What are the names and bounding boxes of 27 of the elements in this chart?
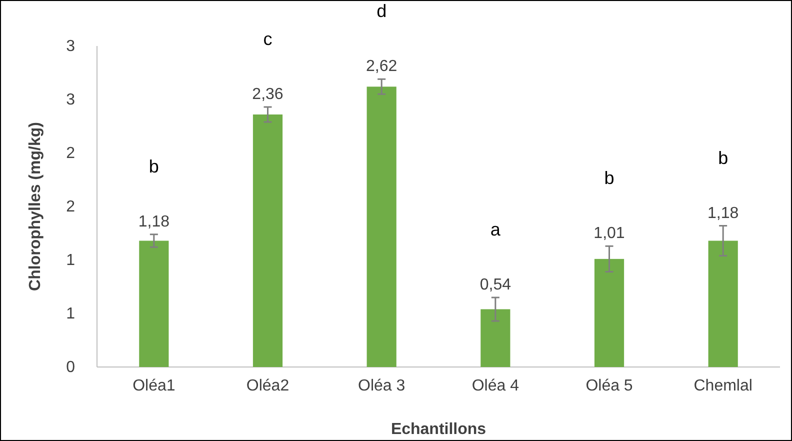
x-tick-label: Chemlal — [694, 377, 752, 394]
text: d — [376, 1, 387, 22]
x-tick-label: Oléa 5 — [586, 377, 633, 394]
data-label: 1,18 — [138, 213, 170, 230]
y-axis-title: Chlorophylles (mg/kg) — [27, 122, 44, 291]
y-tick-label: 3 — [66, 92, 76, 109]
annotation: b — [148, 156, 159, 176]
x-tick-label: Oléa 4 — [472, 377, 520, 394]
y-tick-label: 1 — [66, 252, 76, 270]
y-tick-label: 0 — [66, 359, 76, 376]
annotation: b — [604, 168, 614, 188]
data-label: 1,18 — [708, 204, 739, 222]
annotation: c — [263, 28, 272, 49]
y-tick-label: 1 — [66, 306, 76, 323]
annotation: b — [718, 148, 728, 168]
y-tick-label: 2 — [66, 145, 76, 162]
annotation: a — [490, 219, 502, 240]
data-label: 1,01 — [594, 225, 625, 242]
y-tick-label: 3 — [66, 38, 76, 56]
x-tick-label: Oléa2 — [246, 377, 290, 394]
x-axis-title: Echantillons — [390, 421, 486, 438]
y-tick-label: 2 — [66, 198, 76, 216]
x-tick-label: Oléa1 — [132, 377, 176, 394]
data-label: 0,54 — [480, 276, 512, 294]
data-label: 2,36 — [252, 86, 284, 103]
x-tick-label: Oléa 3 — [358, 377, 406, 394]
data-label: 2,62 — [366, 58, 398, 76]
